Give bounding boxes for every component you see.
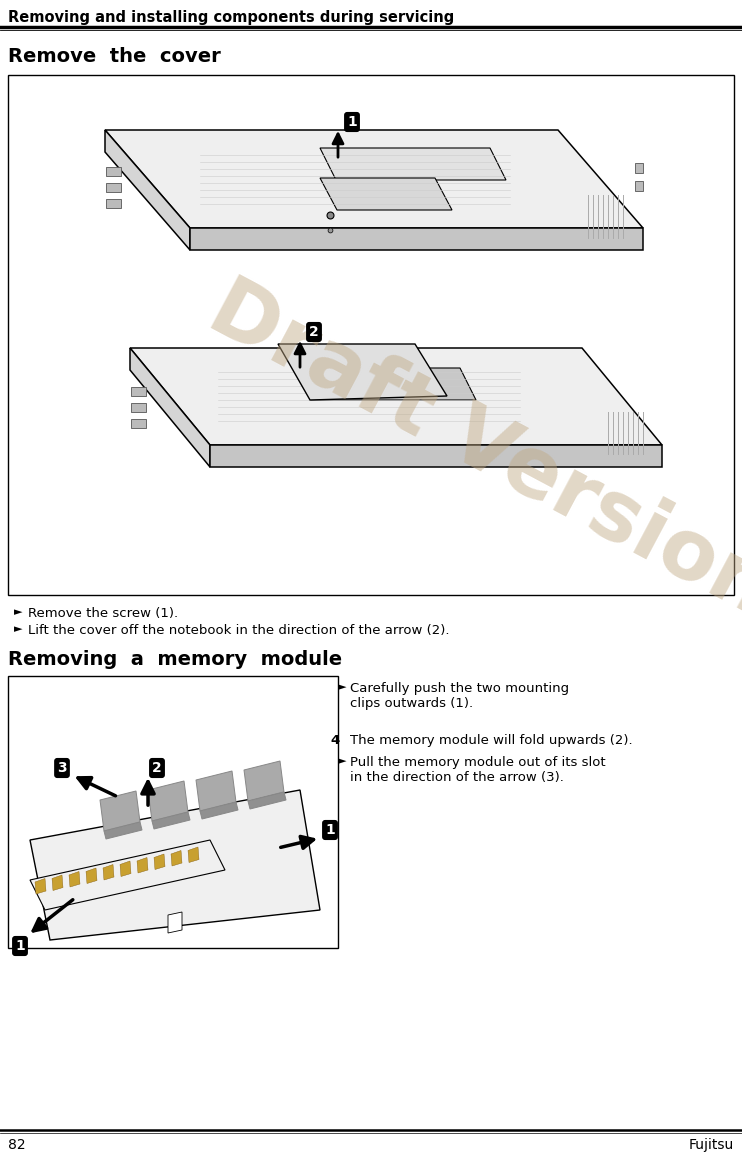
Bar: [106, 199, 121, 207]
Polygon shape: [104, 822, 142, 839]
Polygon shape: [120, 861, 131, 876]
Text: ►: ►: [14, 607, 22, 617]
Text: 4: 4: [330, 734, 339, 748]
Bar: [106, 167, 121, 176]
Polygon shape: [35, 879, 46, 894]
Polygon shape: [105, 130, 643, 228]
Bar: [106, 183, 121, 192]
Polygon shape: [152, 812, 190, 829]
Text: Remove the screw (1).: Remove the screw (1).: [28, 607, 178, 620]
Text: Carefully push the two mounting
clips outwards (1).: Carefully push the two mounting clips ou…: [350, 681, 569, 710]
Text: Removing and installing components during servicing: Removing and installing components durin…: [8, 10, 454, 25]
Polygon shape: [130, 348, 662, 445]
Text: Removing  a  memory  module: Removing a memory module: [8, 650, 342, 669]
Text: 82: 82: [8, 1138, 26, 1152]
Polygon shape: [69, 872, 80, 887]
Text: 3: 3: [57, 761, 67, 775]
Polygon shape: [52, 875, 63, 890]
Polygon shape: [30, 790, 320, 940]
Bar: [131, 387, 146, 396]
Polygon shape: [278, 344, 447, 400]
Text: Remove  the  cover: Remove the cover: [8, 48, 221, 66]
Polygon shape: [190, 228, 643, 250]
Bar: [635, 181, 643, 191]
Polygon shape: [105, 130, 190, 250]
Polygon shape: [320, 178, 452, 210]
Polygon shape: [200, 802, 238, 819]
Polygon shape: [295, 369, 476, 400]
Polygon shape: [130, 348, 210, 467]
Text: ►: ►: [14, 624, 22, 634]
Polygon shape: [168, 912, 182, 933]
Polygon shape: [196, 771, 236, 811]
Polygon shape: [30, 840, 225, 910]
Text: The memory module will fold upwards (2).: The memory module will fold upwards (2).: [350, 734, 633, 748]
Polygon shape: [188, 847, 199, 862]
Polygon shape: [171, 851, 182, 866]
Polygon shape: [103, 865, 114, 880]
Polygon shape: [154, 854, 165, 869]
Polygon shape: [248, 792, 286, 809]
Polygon shape: [210, 445, 662, 467]
Text: 1: 1: [347, 115, 357, 129]
Polygon shape: [86, 868, 97, 883]
Text: 1: 1: [325, 823, 335, 837]
Polygon shape: [244, 761, 284, 801]
Bar: [131, 420, 146, 428]
Polygon shape: [100, 790, 140, 831]
Polygon shape: [148, 781, 188, 821]
Bar: [131, 403, 146, 411]
Text: ►: ►: [338, 756, 347, 766]
Bar: [635, 163, 643, 173]
Text: Pull the memory module out of its slot
in the direction of the arrow (3).: Pull the memory module out of its slot i…: [350, 756, 605, 783]
Text: 1: 1: [15, 939, 25, 953]
Text: 2: 2: [152, 761, 162, 775]
Text: Draft Version: Draft Version: [195, 268, 742, 633]
Text: ►: ►: [338, 681, 347, 692]
Bar: [8, 676, 338, 948]
Polygon shape: [137, 858, 148, 873]
Text: Lift the cover off the notebook in the direction of the arrow (2).: Lift the cover off the notebook in the d…: [28, 624, 450, 637]
Bar: [8, 75, 734, 595]
Text: Fujitsu: Fujitsu: [689, 1138, 734, 1152]
Text: 2: 2: [309, 325, 319, 338]
Polygon shape: [320, 148, 506, 180]
